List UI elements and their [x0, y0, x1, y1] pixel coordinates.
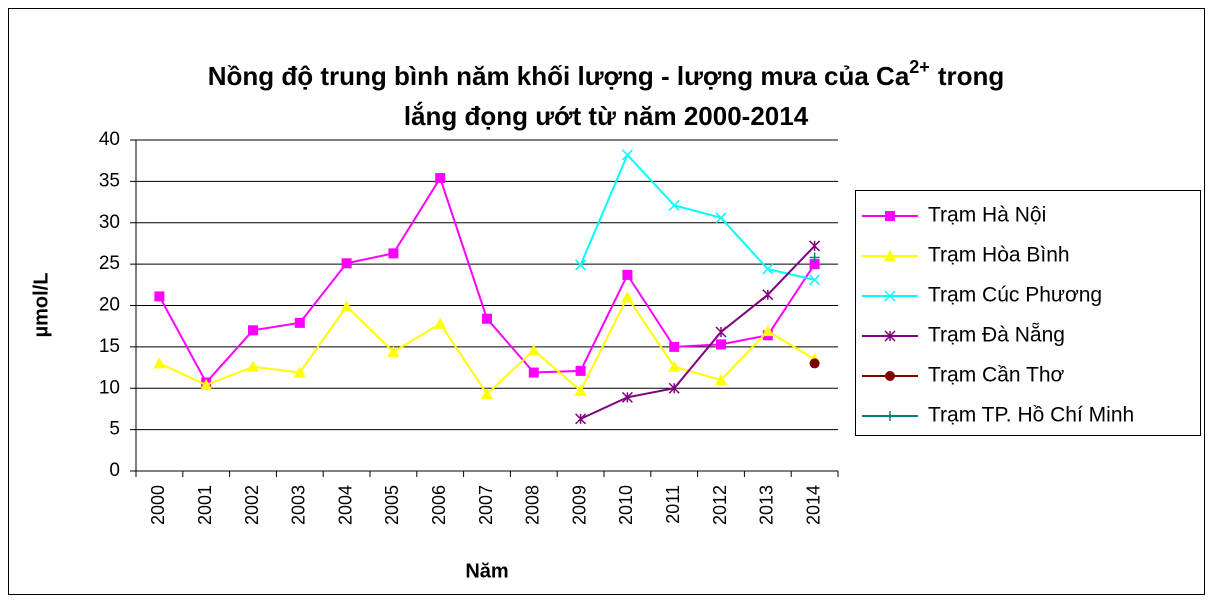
marker — [809, 240, 821, 252]
legend — [855, 190, 1201, 436]
marker — [575, 365, 586, 376]
x-tick-label: 2012 — [710, 485, 730, 525]
x-tick-label: 2008 — [523, 485, 543, 525]
legend-marker — [884, 330, 896, 342]
y-axis-label: µmol/L — [30, 273, 52, 338]
marker — [809, 358, 820, 369]
series-line — [580, 245, 816, 420]
legend-label: Trạm Đà Nẵng — [928, 324, 1065, 347]
y-tick-label: 40 — [99, 129, 120, 150]
legend-marker — [885, 371, 895, 381]
marker — [153, 357, 166, 369]
marker — [341, 258, 352, 269]
marker — [293, 366, 306, 378]
marker — [340, 300, 353, 312]
x-tick-label: 2000 — [148, 485, 168, 525]
marker — [762, 263, 774, 275]
x-tick-label: 2004 — [335, 485, 355, 525]
legend-label: Trạm Cần Thơ — [928, 364, 1065, 387]
marker — [716, 339, 726, 350]
marker — [575, 259, 587, 271]
marker — [482, 313, 492, 324]
x-tick-label: 2005 — [382, 485, 402, 525]
marker — [809, 259, 820, 270]
y-tick-label: 25 — [99, 253, 120, 274]
marker — [668, 382, 680, 394]
marker — [200, 378, 213, 390]
marker — [809, 274, 821, 286]
marker — [668, 199, 680, 211]
legend-marker — [885, 411, 895, 421]
marker — [248, 325, 258, 336]
x-axis-label: Năm — [465, 560, 508, 582]
legend-marker — [885, 211, 895, 221]
y-tick-label: 30 — [99, 212, 120, 233]
x-tick-label: 2001 — [195, 485, 215, 525]
title-text: Nồng độ trung bình năm khối lượng - lượn… — [208, 61, 910, 91]
y-tick-label: 35 — [99, 170, 120, 191]
marker — [809, 252, 820, 263]
series-line — [579, 153, 815, 281]
marker — [621, 291, 634, 303]
legend-label: Trạm Cúc Phương — [928, 284, 1102, 307]
x-tick-label: 2011 — [663, 485, 683, 524]
legend-marker — [884, 290, 896, 302]
marker — [388, 248, 399, 259]
marker — [715, 212, 727, 224]
marker — [762, 289, 774, 301]
marker — [575, 413, 587, 425]
marker — [387, 345, 400, 357]
legend-marker — [884, 250, 896, 261]
y-tick-label: 20 — [99, 295, 120, 316]
x-tick-label: 2006 — [429, 485, 449, 525]
marker — [621, 391, 633, 403]
marker — [622, 269, 633, 280]
marker — [668, 360, 681, 372]
x-tick-label: 2007 — [476, 485, 496, 525]
x-tick-label: 2009 — [569, 485, 589, 525]
marker — [621, 149, 633, 161]
marker — [574, 384, 587, 396]
marker — [294, 317, 305, 328]
y-tick-label: 10 — [99, 377, 120, 398]
marker — [715, 373, 727, 385]
x-tick-label: 2014 — [803, 485, 823, 525]
marker — [669, 341, 680, 352]
legend-label: Trạm Hòa Bình — [928, 244, 1070, 267]
marker — [761, 325, 774, 337]
marker — [715, 326, 727, 338]
marker — [434, 317, 447, 329]
chart-title: lắng đọng ướt từ năm 2000-2014 — [404, 101, 809, 131]
marker — [527, 344, 540, 356]
legend-label: Trạm Hà Nội — [928, 204, 1046, 227]
x-tick-label: 2010 — [616, 485, 636, 525]
marker — [435, 173, 446, 184]
x-tick-label: 2003 — [289, 485, 309, 525]
y-tick-label: 15 — [99, 336, 120, 357]
marker — [154, 291, 165, 302]
title-superscript: 2+ — [909, 57, 930, 77]
marker — [528, 367, 539, 378]
y-tick-label: 5 — [109, 419, 120, 440]
title-text: trong — [938, 61, 1004, 91]
chart-title: Nồng độ trung bình năm khối lượng - lượn… — [208, 57, 1005, 91]
x-tick-label: 2002 — [242, 485, 262, 525]
x-tick-label: 2013 — [757, 485, 777, 525]
y-tick-label: 0 — [109, 460, 120, 481]
marker — [247, 360, 259, 372]
legend-label: Trạm TP. Hồ Chí Minh — [928, 404, 1134, 427]
marker — [481, 388, 493, 400]
